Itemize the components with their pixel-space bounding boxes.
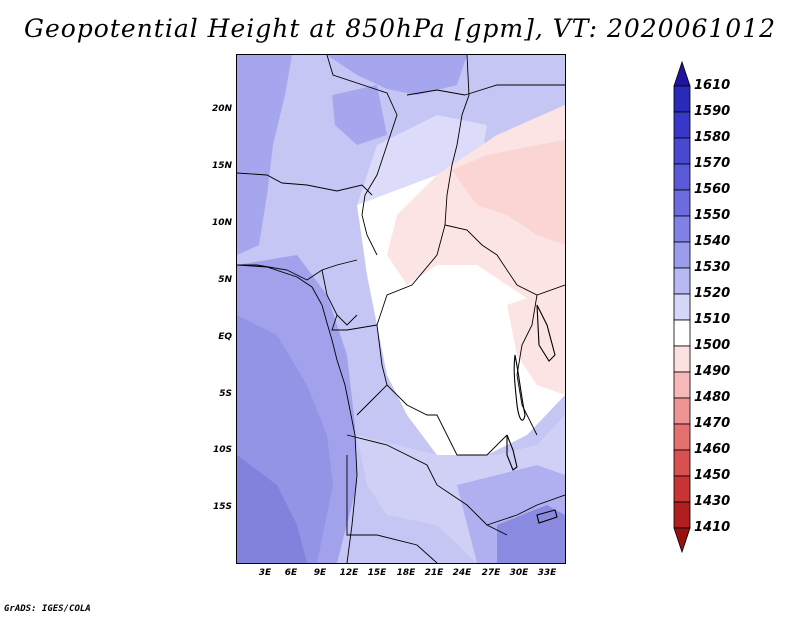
lat-tick-label: 15N [211, 161, 232, 171]
lon-tick-label: 18E [396, 568, 416, 578]
colorbar-tick-label: 1430 [694, 494, 731, 509]
colorbar-segment [673, 111, 691, 139]
colorbar-tick-label: 1570 [694, 156, 731, 171]
colorbar-segment [673, 397, 691, 425]
map-panel [236, 54, 566, 564]
field-1570-corner [237, 455, 307, 563]
colorbar-segment [673, 475, 691, 503]
lon-tick-label: 24E [452, 568, 472, 578]
colorbar-tick-label: 1560 [694, 182, 731, 197]
colorbar-bottom-triangle [673, 527, 691, 554]
colorbar-segment [673, 267, 691, 295]
coastline [237, 264, 358, 563]
lon-tick-label: 30E [509, 568, 529, 578]
colorbar-segment [673, 241, 691, 269]
colorbar-segment [673, 423, 691, 451]
geopotential-map [237, 55, 565, 563]
lat-tick-label: 10S [212, 445, 232, 455]
colorbar-tick-label: 1470 [694, 416, 731, 431]
colorbar-segment [673, 293, 691, 321]
field-1550-west [237, 55, 292, 255]
colorbar-tick-label: 1610 [694, 78, 731, 93]
colorbar-tick-label: 1500 [694, 338, 731, 353]
colorbar-segment [673, 137, 691, 165]
field-1550-north2 [332, 85, 387, 145]
lon-tick-label: 9E [313, 568, 327, 578]
colorbar-segment [673, 163, 691, 191]
colorbar-segment [673, 189, 691, 217]
lakes [506, 304, 558, 524]
colorbar-tick-label: 1520 [694, 286, 731, 301]
colorbar-segment [673, 319, 691, 347]
lat-tick-label: 10N [211, 218, 232, 228]
lon-tick-label: 3E [258, 568, 272, 578]
colorbar-tick-label: 1450 [694, 468, 731, 483]
lon-tick-label: 15E [367, 568, 387, 578]
colorbar-tick-label: 1530 [694, 260, 731, 275]
colorbar-tick-label: 1580 [694, 130, 731, 145]
lon-tick-label: 6E [284, 568, 298, 578]
chart-title: Geopotential Height at 850hPa [gpm], VT:… [23, 14, 777, 43]
colorbar-tick-label: 1410 [694, 520, 731, 535]
colorbar-tick-label: 1590 [694, 104, 731, 119]
lon-tick-label: 12E [339, 568, 359, 578]
field-1500-pink-se [507, 285, 565, 395]
colorbar-segment [673, 371, 691, 399]
lat-tick-label: EQ [218, 332, 232, 342]
lat-tick-label: 5N [218, 275, 232, 285]
lat-tick-label: 5S [219, 389, 232, 399]
lat-tick-label: 15S [212, 502, 232, 512]
colorbar-segment [673, 345, 691, 373]
colorbar-top-triangle [673, 60, 691, 87]
colorbar-segment [673, 85, 691, 113]
lon-tick-label: 21E [424, 568, 444, 578]
colorbar-tick-label: 1510 [694, 312, 731, 327]
colorbar-tick-label: 1540 [694, 234, 731, 249]
colorbar-tick-label: 1460 [694, 442, 731, 457]
colorbar-tick-label: 1490 [694, 364, 731, 379]
colorbar [673, 60, 691, 554]
grads-credit: GrADS: IGES/COLA [4, 604, 91, 614]
field-1550-north [327, 55, 467, 95]
colorbar-segment [673, 501, 691, 529]
lon-tick-label: 33E [537, 568, 557, 578]
lat-tick-label: 20N [211, 104, 232, 114]
country-borders [237, 55, 565, 563]
colorbar-tick-label: 1550 [694, 208, 731, 223]
colorbar-segment [673, 449, 691, 477]
colorbar-segment [673, 215, 691, 243]
colorbar-tick-label: 1480 [694, 390, 731, 405]
lon-tick-label: 27E [481, 568, 501, 578]
field-1490-pink-core [452, 140, 565, 245]
